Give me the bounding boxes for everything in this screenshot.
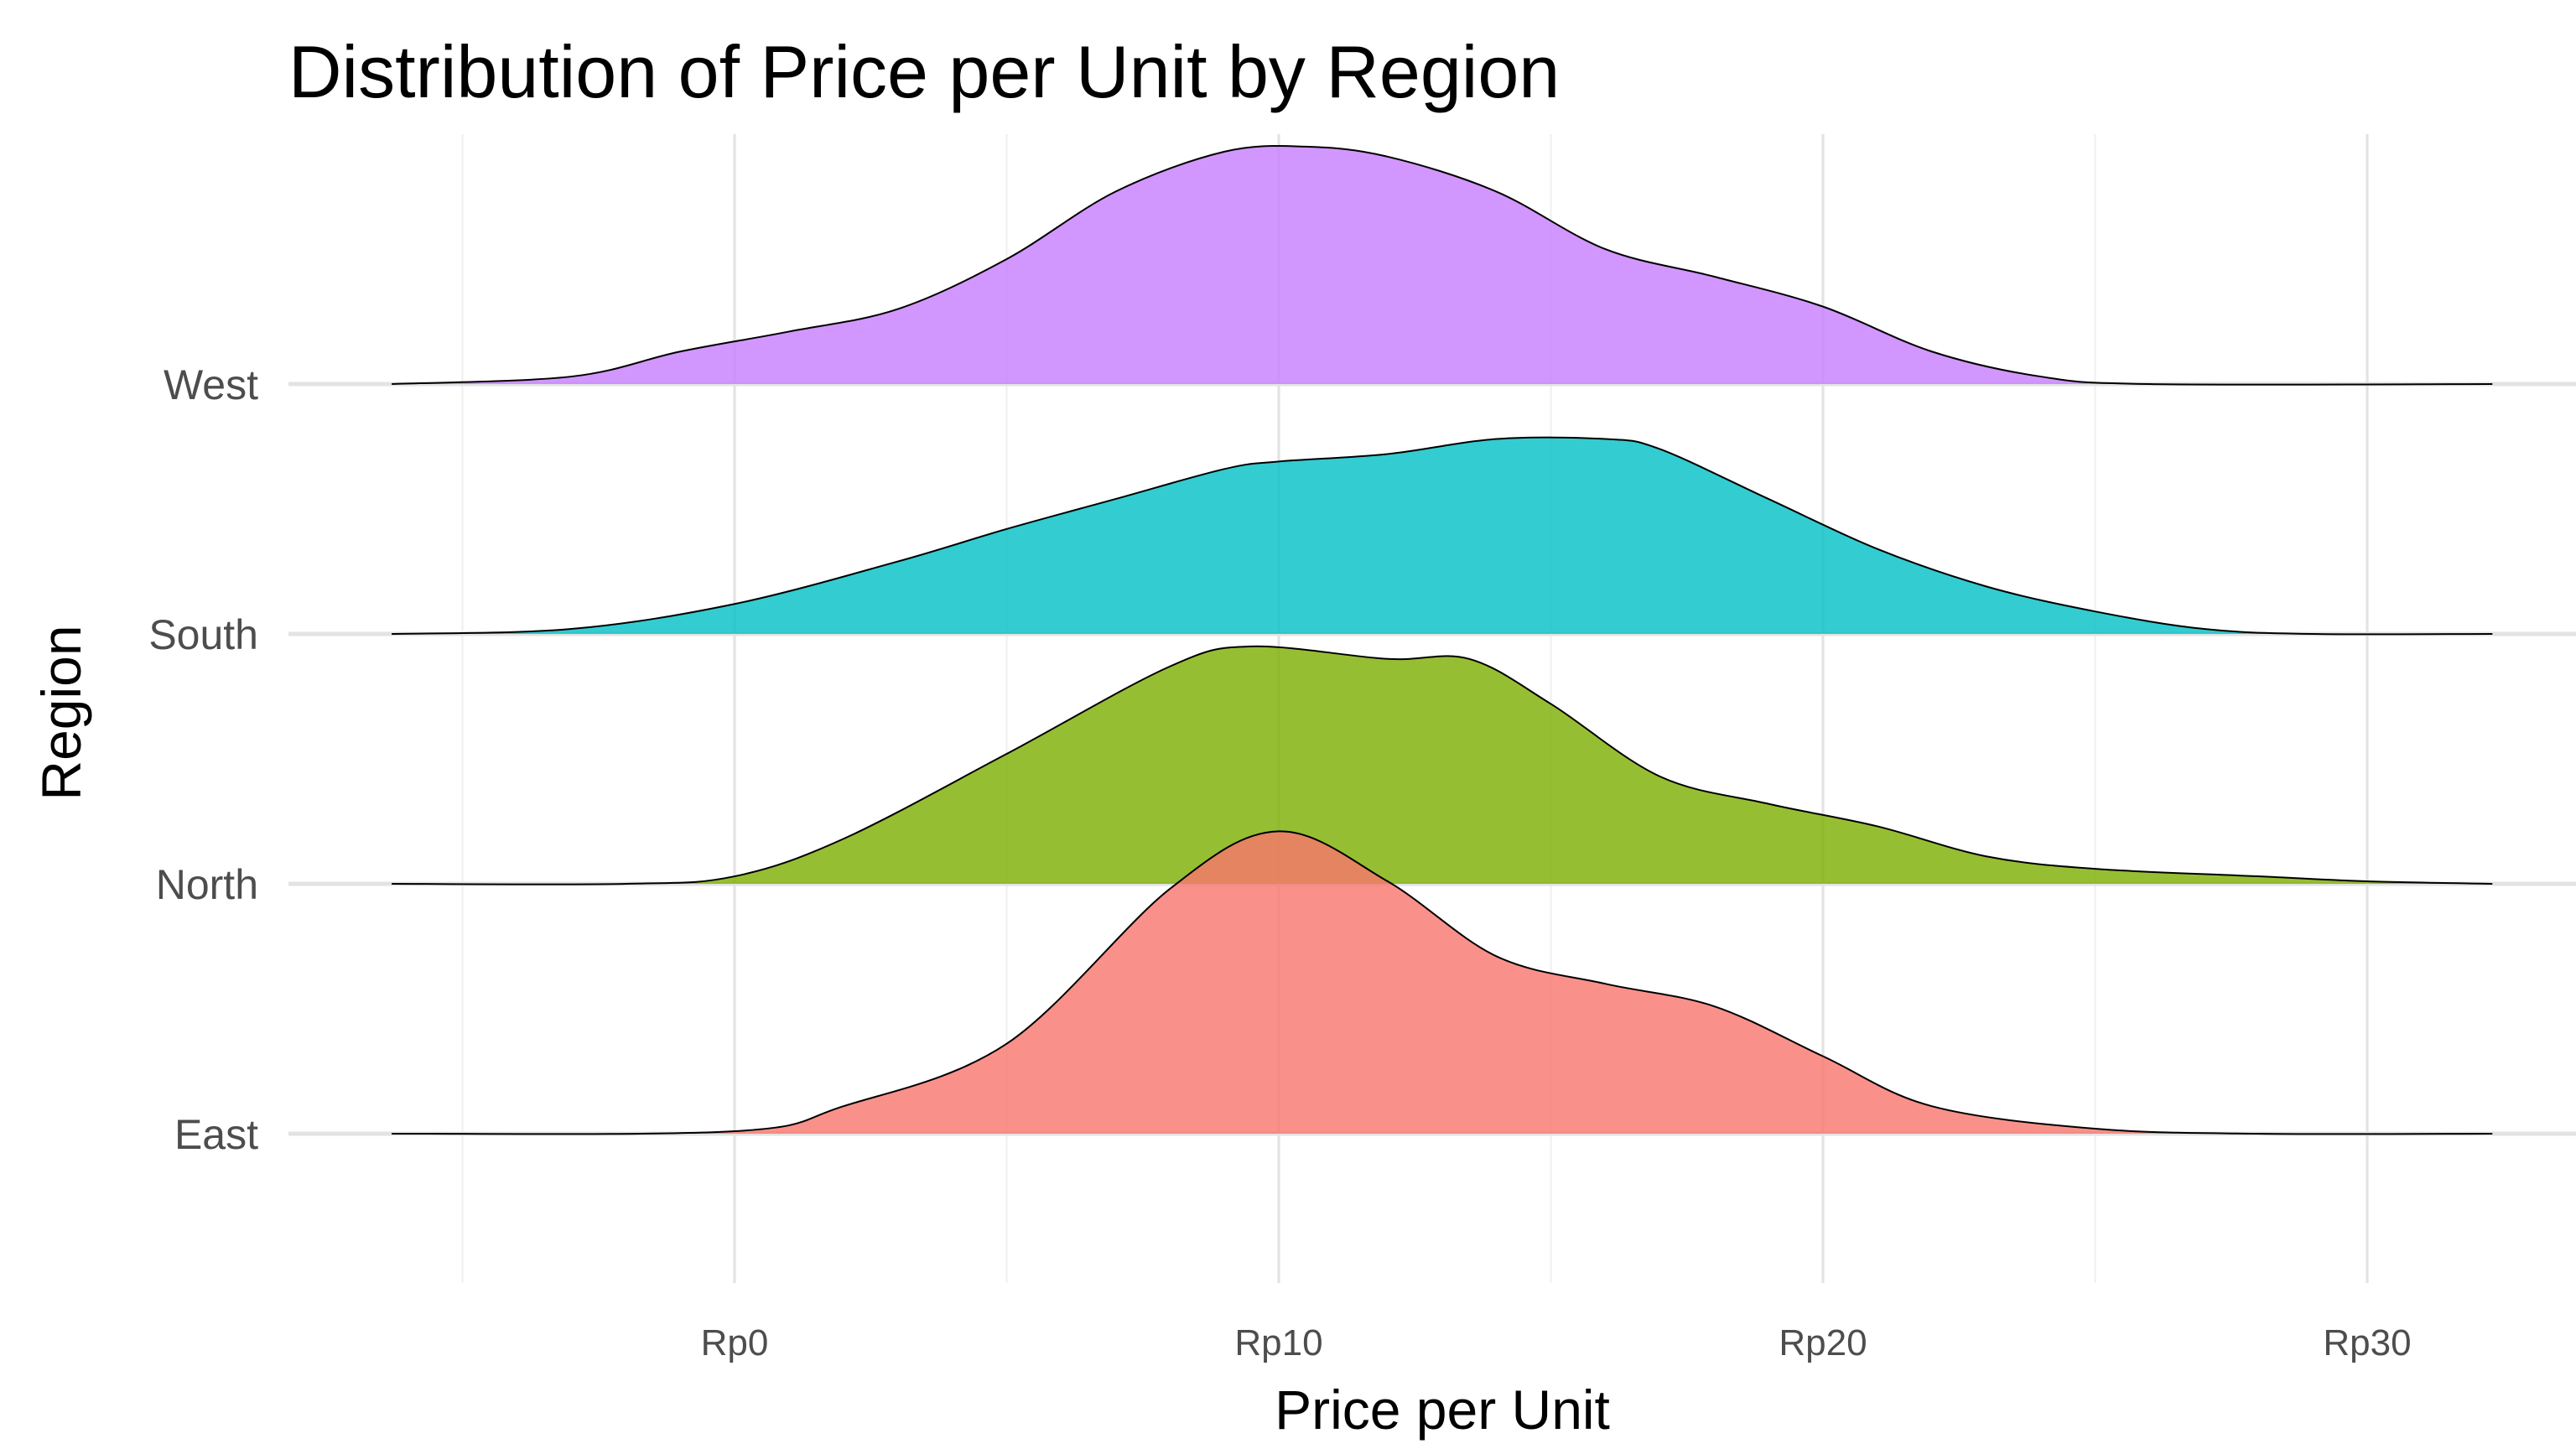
y-tick-label: North: [156, 861, 258, 908]
density-line: [392, 830, 2493, 1135]
x-tick-label: Rp10: [1234, 1322, 1322, 1363]
y-tick-label: South: [148, 611, 258, 658]
density-line: [392, 436, 2493, 636]
x-tick-label: Rp30: [2323, 1322, 2411, 1363]
chart-title: Distribution of Price per Unit by Region: [288, 30, 1560, 113]
density-area: [392, 646, 2493, 885]
ridge-west: [392, 144, 2493, 386]
x-tick-labels: Rp0 Rp10 Rp20 Rp30: [701, 1322, 2412, 1363]
density-area: [392, 145, 2493, 385]
x-axis-title: Price per Unit: [1275, 1379, 1610, 1441]
y-tick-label: East: [174, 1111, 258, 1158]
ridge-east: [392, 830, 2493, 1135]
y-tick-labels: East North South West: [148, 361, 258, 1158]
ridges: [392, 144, 2493, 1135]
density-area: [392, 831, 2493, 1135]
density-line: [392, 144, 2493, 386]
x-tick-label: Rp0: [701, 1322, 769, 1363]
density-line: [392, 645, 2493, 886]
y-tick-label: West: [164, 361, 258, 408]
y-axis-title: Region: [30, 625, 92, 800]
density-area: [392, 437, 2493, 635]
ridge-north: [392, 645, 2493, 886]
ridge-south: [392, 436, 2493, 636]
x-tick-label: Rp20: [1779, 1322, 1867, 1363]
